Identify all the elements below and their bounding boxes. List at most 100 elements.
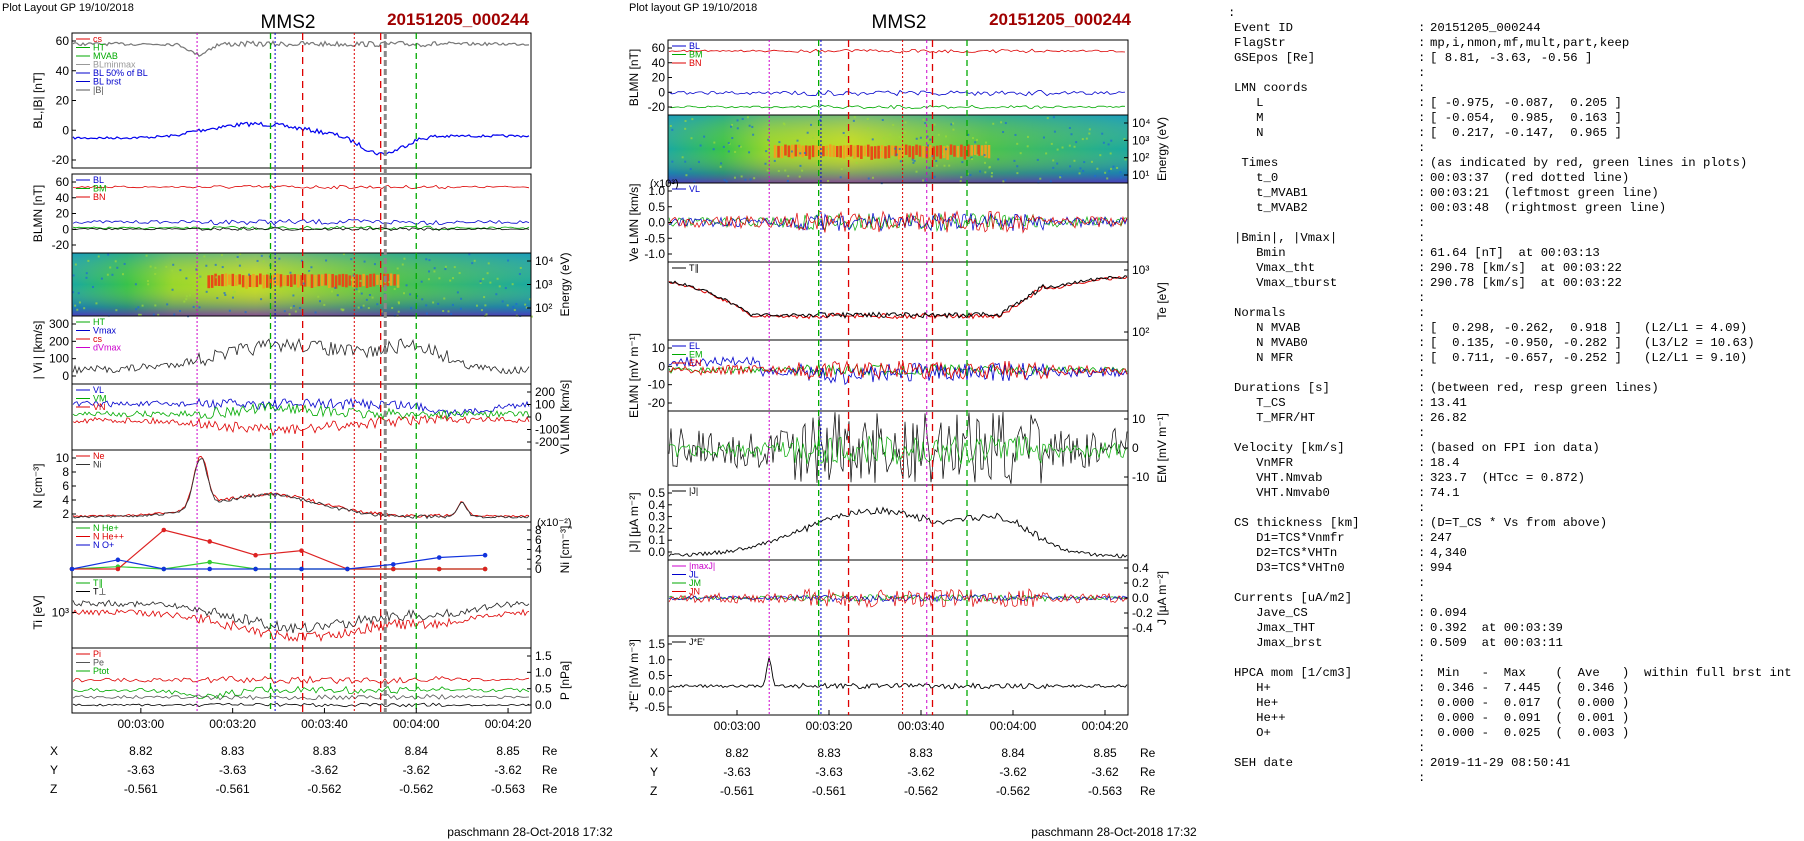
info-value: 0.346 - 7.445 ( 0.346 ) — [1430, 681, 1630, 695]
info-key: T_CS — [1234, 396, 1286, 410]
info-key: Jmax_THT — [1234, 621, 1316, 635]
y-tick-label: 10 — [56, 451, 70, 465]
panel-frame — [71, 315, 532, 385]
x-tick-label: 00:04:20 — [1082, 719, 1129, 733]
info-key — [1228, 501, 1418, 516]
x-tick-label: 00:03:20 — [806, 719, 853, 733]
author-footer: paschmann 28-Oct-2018 17:32 — [1031, 825, 1197, 839]
series-line — [668, 587, 1128, 609]
y-tick-label: 4 — [535, 543, 542, 557]
y-axis-label: Energy (eV) — [1155, 117, 1169, 181]
info-row: Normals: — [1228, 306, 1792, 321]
y-tick-label: -20 — [648, 100, 666, 114]
series-line — [72, 675, 530, 685]
info-key: Currents [uA/m2] — [1234, 591, 1353, 605]
ephem-value: -3.62 — [1091, 765, 1119, 779]
info-row: VHT.Nmvab:323.7 (HTcc = 0.872) — [1228, 471, 1792, 486]
info-row: SEH date:2019-11-29 08:50:41 — [1228, 756, 1792, 771]
info-row: Jmax_THT:0.392 at 00:03:39 — [1228, 621, 1792, 636]
info-value: 290.78 [km/s] at 00:03:22 — [1430, 276, 1622, 290]
legend-label: HT — [93, 43, 105, 53]
ephem-value: -3.62 — [494, 763, 522, 777]
info-key: Event ID — [1234, 21, 1294, 35]
info-separator: : — [1418, 36, 1426, 50]
y-axis-label: N [cm⁻³] — [31, 464, 45, 509]
info-separator: : — [1418, 81, 1426, 95]
left-plot: Plot Layout GP 19/10/2018 MMS2 20151205_00… — [2, 2, 613, 839]
y-tick-label: 10³ — [52, 606, 69, 620]
info-separator: : — [1418, 726, 1426, 740]
legend-label: Ne — [93, 451, 105, 461]
info-row: : — [1228, 576, 1792, 591]
y-tick-label: 1.0 — [648, 184, 665, 198]
legend-label: N He++ — [93, 532, 124, 542]
y-tick-label: 0.2 — [1132, 576, 1149, 590]
info-row: : — [1228, 426, 1792, 441]
info-key — [1228, 741, 1418, 756]
y-tick-label: 0.5 — [648, 486, 665, 500]
series-line — [72, 693, 530, 701]
panel-frame — [71, 383, 532, 451]
y-tick-label: 8 — [62, 465, 69, 479]
info-value: [ 0.135, -0.950, -0.282 ] (L3/L2 = 10.63… — [1430, 336, 1755, 350]
spectrogram-hot-band — [207, 273, 400, 289]
legend-label: EL — [689, 341, 700, 351]
info-separator: : — [1418, 306, 1426, 320]
y-tick-label: 1.0 — [648, 653, 665, 667]
info-row: VHT.Nmvab0:74.1 — [1228, 486, 1792, 501]
y-tick-label: 20 — [56, 207, 70, 221]
series-line — [72, 599, 530, 634]
ephem-unit: Re — [542, 782, 558, 796]
y-tick-label: 0.4 — [648, 498, 665, 512]
ephem-label: X — [50, 744, 58, 758]
info-separator: : — [1418, 606, 1426, 620]
info-value: 00:03:48 (rightmost green line) — [1430, 201, 1667, 215]
info-separator: : — [1418, 246, 1426, 260]
y-tick-label: -20 — [52, 238, 70, 252]
y-tick-label: 1.0 — [535, 665, 552, 679]
hpca-point — [391, 566, 396, 572]
info-value: 2019-11-29 08:50:41 — [1430, 756, 1571, 770]
info-row: Durations [s]: (between red, resp green l… — [1228, 381, 1792, 396]
y-axis-label: BLMN [nT] — [627, 49, 641, 106]
y-tick-label: 10² — [535, 301, 552, 315]
ephem-value: -0.562 — [904, 784, 938, 798]
info-row: t_MVAB1:00:03:21 (leftmost green line) — [1228, 186, 1792, 201]
y-tick-label: 200 — [49, 334, 69, 348]
hpca-point — [253, 552, 258, 558]
info-row: GSEpos [Re]: [ 8.81, -3.63, -0.56 ] — [1228, 51, 1792, 66]
info-separator: : — [1418, 696, 1426, 710]
y-tick-label: 0.0 — [1132, 591, 1149, 605]
y-tick-label: 10³ — [535, 278, 552, 292]
info-separator: : — [1418, 276, 1426, 290]
ephem-value: 8.83 — [817, 746, 841, 760]
x-tick-label: 00:03:00 — [714, 719, 761, 733]
y-axis-label: J [μA m⁻²] — [1155, 571, 1169, 625]
y-axis-label: Te [eV] — [1155, 282, 1169, 319]
panel-3: 1.0 0.5 0.0-0.5 -1.0Ve LMN [km/s] (x10³) VL — [627, 178, 1129, 263]
y-tick-label: -0.4 — [1132, 621, 1153, 635]
series-line — [72, 414, 530, 437]
info-key: N MVAB0 — [1234, 336, 1308, 350]
info-value: [ -0.975, -0.087, 0.205 ] — [1430, 96, 1622, 110]
y-tick-label: 0.5 — [648, 669, 665, 683]
info-separator: : — [1418, 471, 1426, 485]
info-row: Vmax_tht:290.78 [km/s] at 00:03:22 — [1228, 261, 1792, 276]
info-separator: : — [1418, 366, 1426, 380]
event-id-title: 20151205_000244 — [387, 10, 529, 29]
plot-layout-note: Plot layout GP 19/10/2018 — [629, 2, 757, 14]
info-row: HPCA mom [1/cm3]: Min - Max ( Ave ) with… — [1228, 666, 1792, 681]
ephem-label: Y — [50, 763, 58, 777]
info-row: M: [ -0.054, 0.985, 0.163 ] — [1228, 111, 1792, 126]
y-axis-label: EM [mV m⁻¹] — [1155, 413, 1169, 483]
hpca-point — [161, 527, 167, 533]
info-row: O+: 0.000 - 0.025 ( 0.003 ) — [1228, 726, 1792, 741]
legend-label: EM — [689, 350, 703, 360]
spectrogram-hot-band — [773, 144, 991, 160]
legend-label: HT — [93, 317, 105, 327]
info-row: VnMFR:18.4 — [1228, 456, 1792, 471]
x-tick-label: 00:04:00 — [990, 719, 1037, 733]
x-tick-label: 00:03:40 — [301, 717, 348, 731]
info-row: Jave_CS:0.094 — [1228, 606, 1792, 621]
